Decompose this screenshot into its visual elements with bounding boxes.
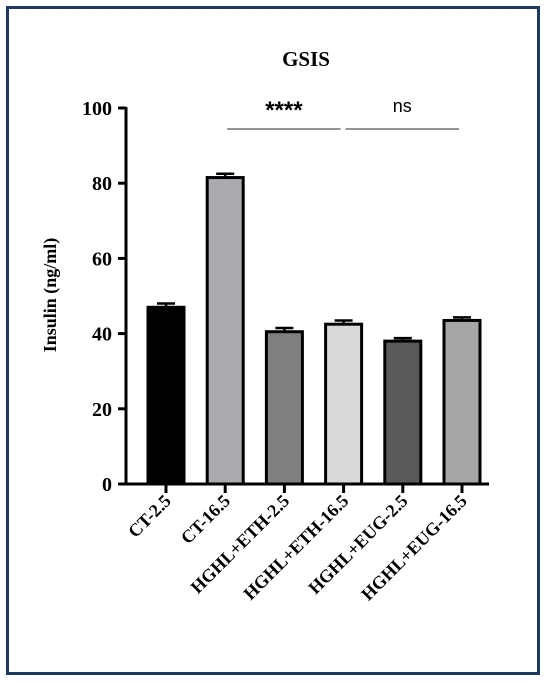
y-axis-label: Insulin (ng/ml) (40, 238, 61, 353)
bar-hghl-eth-2-5 (264, 330, 304, 486)
y-tick-label: 80 (92, 173, 112, 195)
x-tick-label: HGHL+EUG-16.5 (357, 491, 471, 605)
y-tick-label: 100 (82, 98, 112, 120)
bar-ct-2-5 (146, 305, 186, 486)
bar-ct-16-5 (205, 176, 245, 486)
y-tick-label: 40 (92, 324, 112, 346)
y-tick-label: 20 (92, 399, 112, 421)
x-tick-label: HGHL+EUG-2.5 (304, 491, 411, 598)
bar-hghl-eug-16-5 (442, 318, 482, 486)
x-tick-label: CT-2.5 (124, 491, 175, 542)
bar-hghl-eug-2-5 (383, 339, 423, 486)
x-tick-label: CT-16.5 (177, 491, 234, 548)
bar-hghl-eth-16-5 (324, 322, 364, 486)
chart-title: GSIS (282, 47, 330, 71)
significance-label: **** (265, 97, 303, 124)
x-tick-label: HGHL+ETH-16.5 (239, 491, 352, 604)
y-tick-label: 60 (92, 248, 112, 270)
y-tick-label: 0 (102, 474, 112, 496)
significance-label: ns (393, 96, 412, 116)
